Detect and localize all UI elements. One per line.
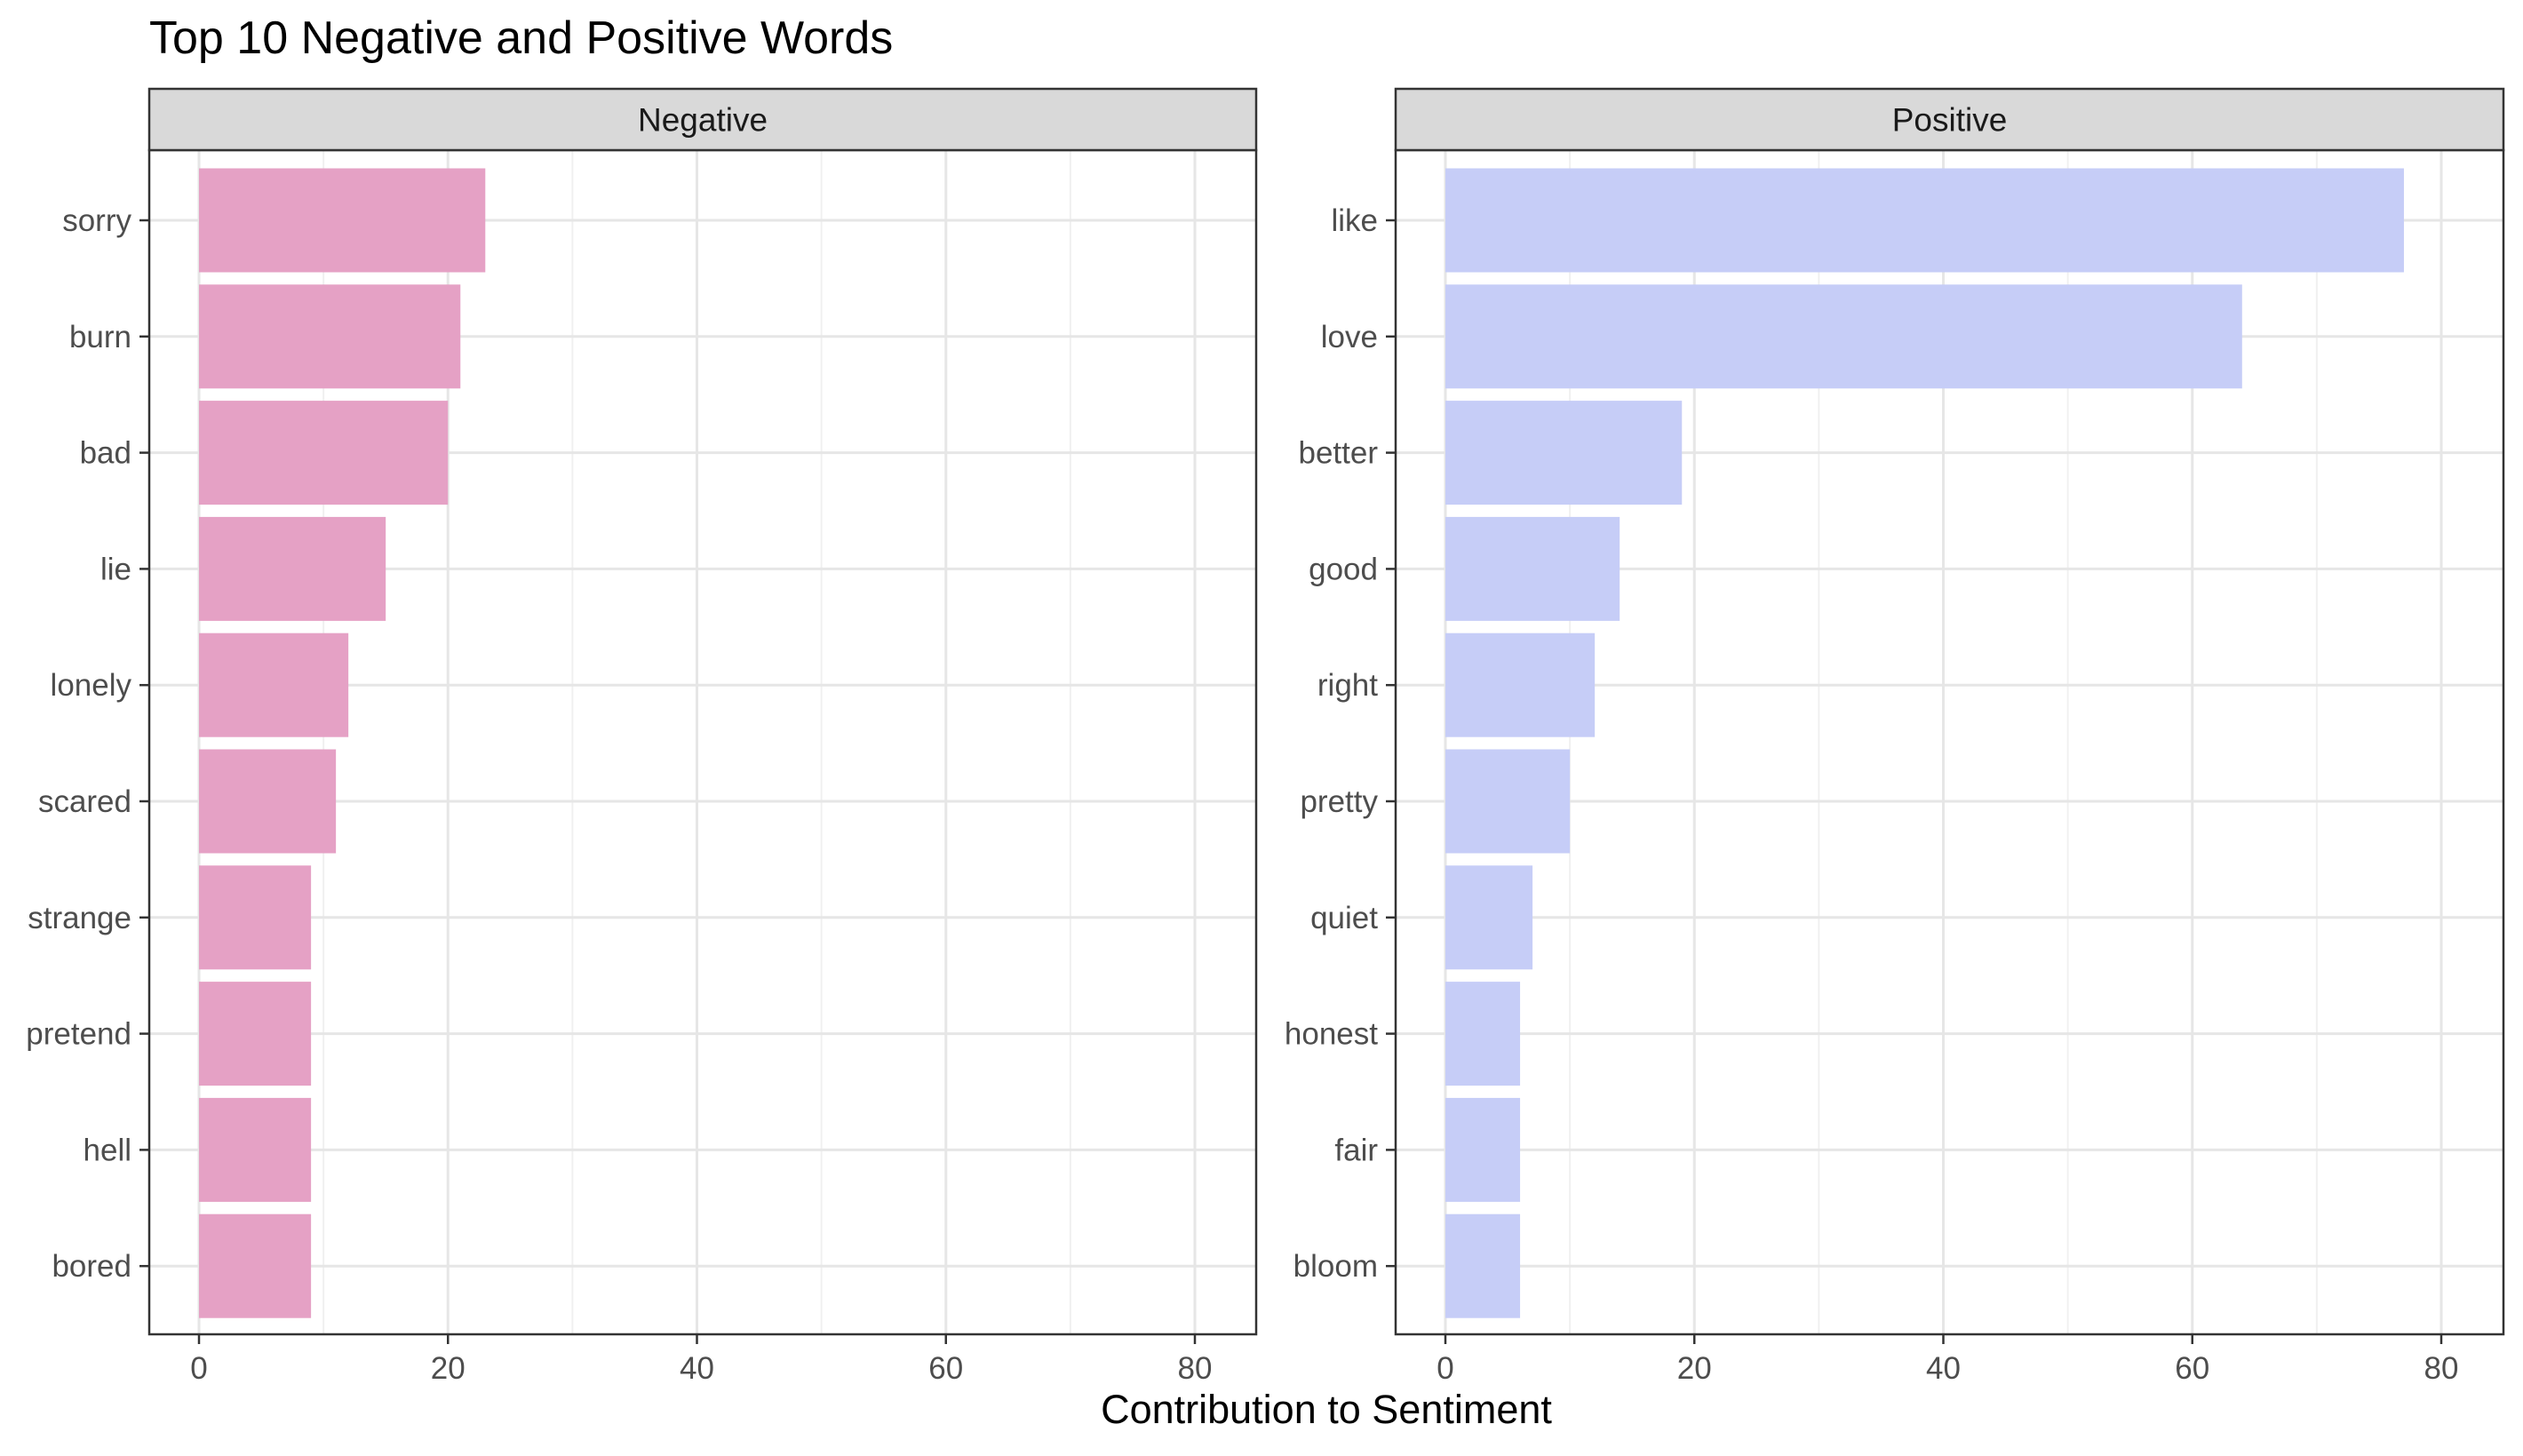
- bar-strange: [199, 865, 312, 970]
- y-tick-label: fair: [1334, 1133, 1378, 1167]
- y-tick-label: better: [1299, 436, 1379, 471]
- bar-lie: [199, 516, 386, 621]
- y-tick-label: hell: [84, 1133, 131, 1167]
- x-tick-label: 20: [431, 1351, 466, 1386]
- y-tick-label: pretend: [26, 1017, 131, 1052]
- y-tick-label: burn: [69, 320, 131, 354]
- bar-bloom: [1445, 1213, 1521, 1318]
- facet-strip: [147, 87, 1258, 152]
- y-tick-label: right: [1317, 668, 1378, 703]
- bar-hell: [199, 1097, 312, 1202]
- x-tick-label: 60: [2175, 1351, 2209, 1386]
- bar-honest: [1445, 982, 1521, 1086]
- x-tick-label: 80: [2424, 1351, 2459, 1386]
- bar-right: [1445, 633, 1596, 737]
- x-tick-label: 40: [1926, 1351, 1961, 1386]
- x-tick-label: 60: [928, 1351, 963, 1386]
- y-tick-label: bored: [52, 1249, 131, 1284]
- y-tick-label: strange: [28, 901, 131, 935]
- bar-sorry: [199, 168, 486, 273]
- facet-strip-label: Negative: [638, 102, 768, 139]
- x-tick-label: 0: [1437, 1351, 1453, 1386]
- chart-title: Top 10 Negative and Positive Words: [149, 12, 893, 64]
- facet-panel-positive: Positive like love better good right pretty qui…: [1285, 87, 2505, 1386]
- bar-good: [1445, 516, 1620, 621]
- y-tick-label: bad: [80, 436, 131, 471]
- bar-fair: [1445, 1097, 1521, 1202]
- x-tick-label: 20: [1677, 1351, 1712, 1386]
- bar-love: [1445, 284, 2242, 389]
- facet-strip: [1394, 87, 2505, 152]
- bar-burn: [199, 284, 461, 389]
- x-tick-label: 40: [680, 1351, 714, 1386]
- y-tick-label: honest: [1285, 1017, 1378, 1052]
- facet-panels: Negative sorry burn bad lie lonely scared stran…: [26, 87, 2505, 1386]
- facet-strip-label: Positive: [1892, 102, 2008, 139]
- bar-pretend: [199, 982, 312, 1086]
- y-tick-label: like: [1331, 203, 1378, 238]
- y-tick-label: bloom: [1293, 1249, 1378, 1284]
- bar-quiet: [1445, 865, 1533, 970]
- bar-bad: [199, 401, 449, 505]
- y-tick-label: pretty: [1300, 784, 1378, 819]
- y-tick-label: quiet: [1310, 901, 1378, 935]
- bar-scared: [199, 749, 337, 854]
- y-tick-label: love: [1321, 320, 1378, 354]
- facet-panel-negative: Negative sorry burn bad lie lonely scared stran…: [26, 87, 1258, 1386]
- x-tick-label: 80: [1178, 1351, 1213, 1386]
- y-tick-label: good: [1309, 552, 1378, 586]
- x-tick-label: 0: [190, 1351, 207, 1386]
- bar-better: [1445, 401, 1683, 505]
- y-tick-label: lie: [100, 552, 131, 586]
- bar-like: [1445, 168, 2404, 273]
- x-axis-title: Contribution to Sentiment: [1101, 1387, 1552, 1432]
- y-tick-label: lonely: [51, 668, 132, 703]
- y-tick-label: scared: [38, 784, 131, 819]
- bar-bored: [199, 1213, 312, 1318]
- y-tick-label: sorry: [62, 203, 131, 238]
- bar-lonely: [199, 633, 349, 737]
- bar-pretty: [1445, 749, 1571, 854]
